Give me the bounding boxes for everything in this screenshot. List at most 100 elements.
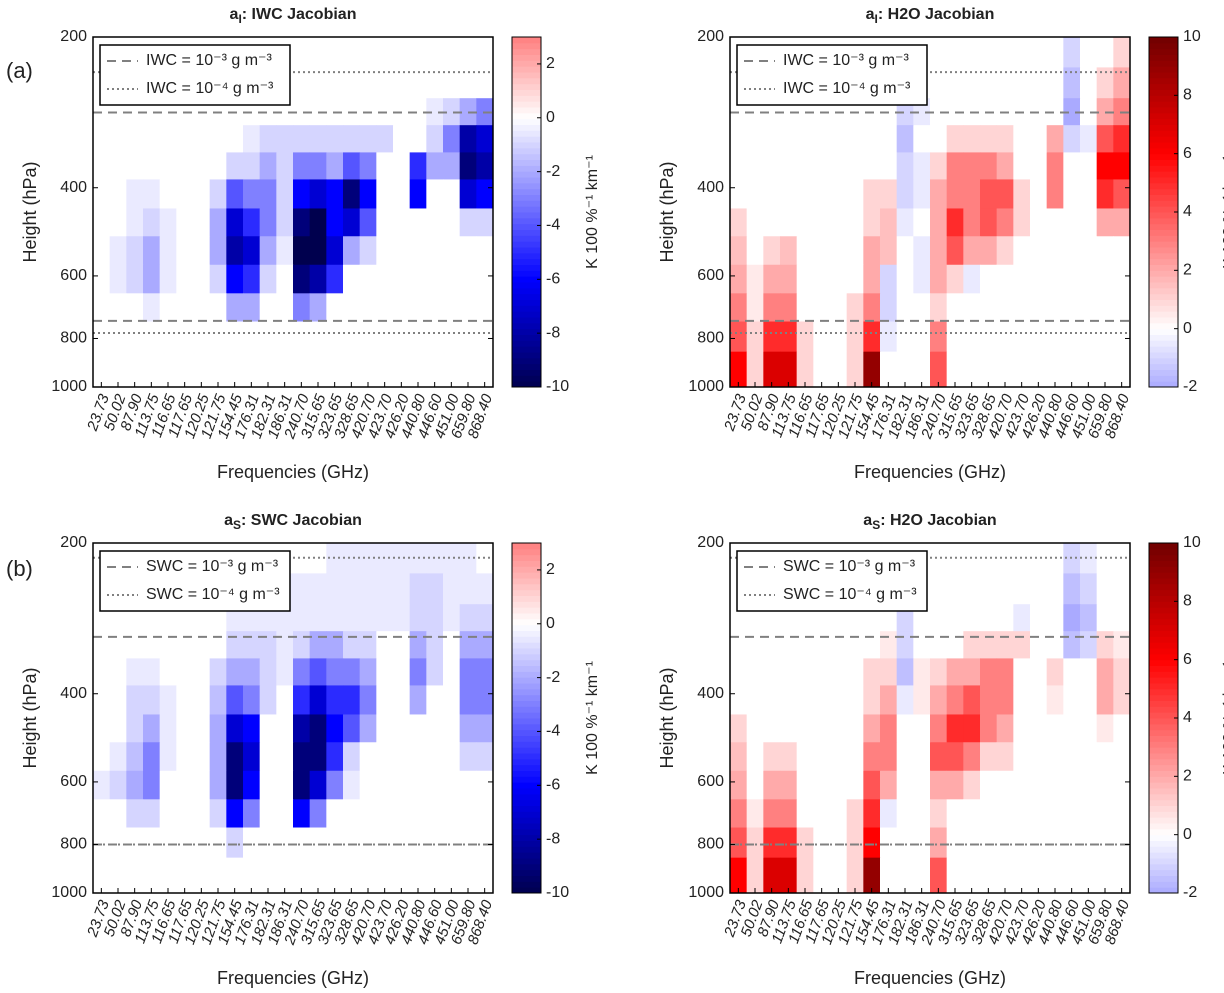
colorbar-segment (1149, 688, 1178, 696)
heatmap-cell (1030, 236, 1048, 266)
heatmap-cell (830, 351, 848, 388)
heatmap-cell (963, 714, 981, 743)
colorbar-segment (512, 305, 541, 312)
colorbar-segment (1149, 72, 1178, 79)
heatmap-cell (1096, 293, 1114, 322)
heatmap-cell (1046, 742, 1064, 772)
heatmap-cell (980, 685, 998, 715)
heatmap-cell (880, 293, 898, 322)
colorbar-segment (1149, 247, 1178, 254)
heatmap-cell (930, 658, 948, 686)
colorbar-label: K 100 %⁻¹ km⁻¹ (584, 661, 601, 775)
heatmap-cell (980, 857, 998, 894)
heatmap-cell (276, 770, 294, 800)
heatmap-cell (896, 799, 914, 828)
legend-label: SWC = 10⁻³ g m⁻³ (783, 558, 916, 575)
heatmap-cell (1080, 98, 1098, 126)
heatmap-cell (880, 321, 898, 353)
colorbar-segment (1149, 648, 1178, 655)
colorbar-segment (512, 270, 541, 277)
heatmap-cell (426, 236, 444, 266)
heatmap-cell (963, 208, 981, 237)
colorbar-segment (1149, 346, 1178, 353)
heatmap-cell (1013, 208, 1031, 237)
heatmap-cell (343, 827, 361, 859)
heatmap-cell (276, 321, 294, 353)
colorbar-tick-label: -2 (546, 669, 560, 686)
heatmap-cell (1113, 236, 1131, 266)
heatmap-cell (1046, 98, 1064, 126)
heatmap-cell (293, 264, 311, 294)
y-axis-label: Height (hPa) (657, 667, 677, 768)
heatmap-cell (1013, 799, 1031, 828)
heatmap-cell (1013, 351, 1031, 388)
colorbar-segment (1149, 881, 1178, 888)
heatmap-cell (409, 770, 427, 800)
heatmap-cell (946, 351, 964, 388)
heatmap-cell (746, 827, 764, 859)
colorbar-segment (512, 317, 541, 324)
heatmap-cell (796, 208, 814, 237)
legend-label: IWC = 10⁻⁴ g m⁻³ (146, 80, 274, 97)
heatmap-cell (376, 631, 394, 659)
heatmap-cell (476, 573, 494, 605)
heatmap-cell (326, 236, 344, 266)
heatmap-cell (243, 208, 261, 237)
heatmap-cell (846, 351, 864, 388)
heatmap-cell (376, 658, 394, 686)
heatmap-cell (343, 604, 361, 632)
colorbar-segment (1149, 840, 1178, 847)
heatmap-cell (293, 714, 311, 743)
heatmap-cell (780, 152, 798, 180)
heatmap-cell (780, 293, 798, 322)
colorbar-segment (1149, 741, 1178, 748)
heatmap-cell (393, 67, 411, 99)
heatmap-cell (780, 799, 798, 828)
heatmap-cell (830, 799, 848, 828)
heatmap-cell (930, 236, 948, 266)
colorbar-segment (1149, 712, 1178, 719)
colorbar-segment (512, 548, 541, 556)
colorbar-segment (512, 799, 541, 806)
heatmap-cell (209, 799, 227, 828)
heatmap-cell (326, 742, 344, 772)
heatmap-cell (343, 208, 361, 237)
heatmap-cell (1030, 799, 1048, 828)
heatmap-cell (963, 685, 981, 715)
colorbar-segment (512, 852, 541, 859)
heatmap-cell (126, 770, 144, 800)
heatmap-cell (409, 125, 427, 153)
heatmap-cell (730, 658, 748, 686)
colorbar-label: K 100 %⁻¹ km⁻¹ (1221, 661, 1224, 775)
heatmap-cell (913, 742, 931, 772)
heatmap-cell (996, 321, 1014, 353)
heatmap-cell (176, 208, 194, 237)
colorbar-segment (1149, 182, 1178, 190)
heatmap-cell (746, 631, 764, 659)
heatmap-cell (763, 125, 781, 153)
heatmap-cell (443, 799, 461, 828)
heatmap-cell (126, 742, 144, 772)
heatmap-cell (426, 857, 444, 894)
heatmap-cell (863, 658, 881, 686)
colorbar-segment (1149, 77, 1178, 85)
heatmap-cell (243, 152, 261, 180)
heatmap-cell (126, 799, 144, 828)
colorbar-segment (512, 776, 541, 783)
heatmap-cell (796, 685, 814, 715)
heatmap-cell (243, 179, 261, 209)
heatmap-cell (763, 179, 781, 209)
heatmap-cell (309, 236, 327, 266)
heatmap-cell (830, 152, 848, 180)
heatmap-cell (730, 770, 748, 800)
heatmap-cell (243, 742, 261, 772)
heatmap-cell (996, 293, 1014, 322)
heatmap-cell (109, 685, 127, 715)
heatmap-cell (1113, 293, 1131, 322)
heatmap-cell (359, 152, 377, 180)
colorbar-segment (1149, 112, 1178, 120)
heatmap-cell (913, 179, 931, 209)
heatmap-cell (359, 714, 377, 743)
colorbar-segment (1149, 729, 1178, 736)
colorbar-segment (512, 287, 541, 295)
